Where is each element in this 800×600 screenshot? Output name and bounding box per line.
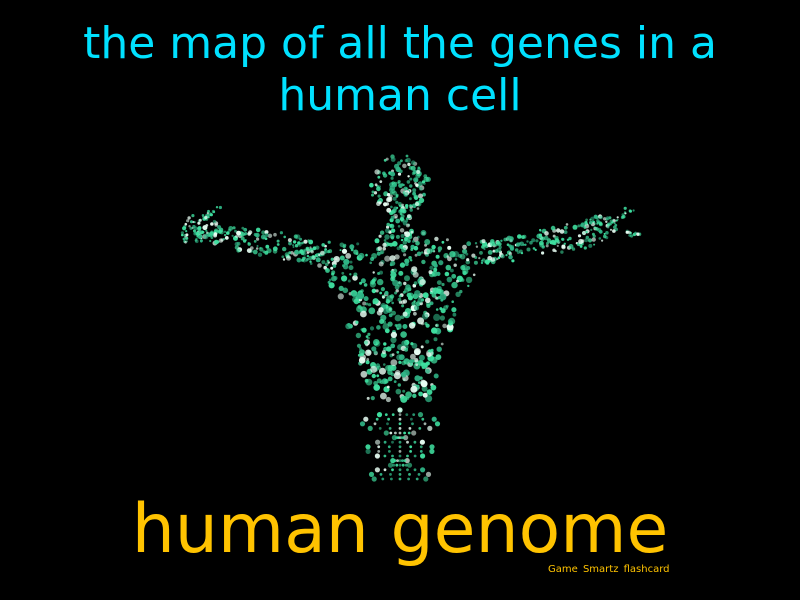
definition-text: the map of all the genes in a human cell bbox=[83, 18, 717, 121]
credit-text: Game Smartz flashcard bbox=[548, 564, 670, 575]
term-text: human genome bbox=[131, 490, 669, 569]
